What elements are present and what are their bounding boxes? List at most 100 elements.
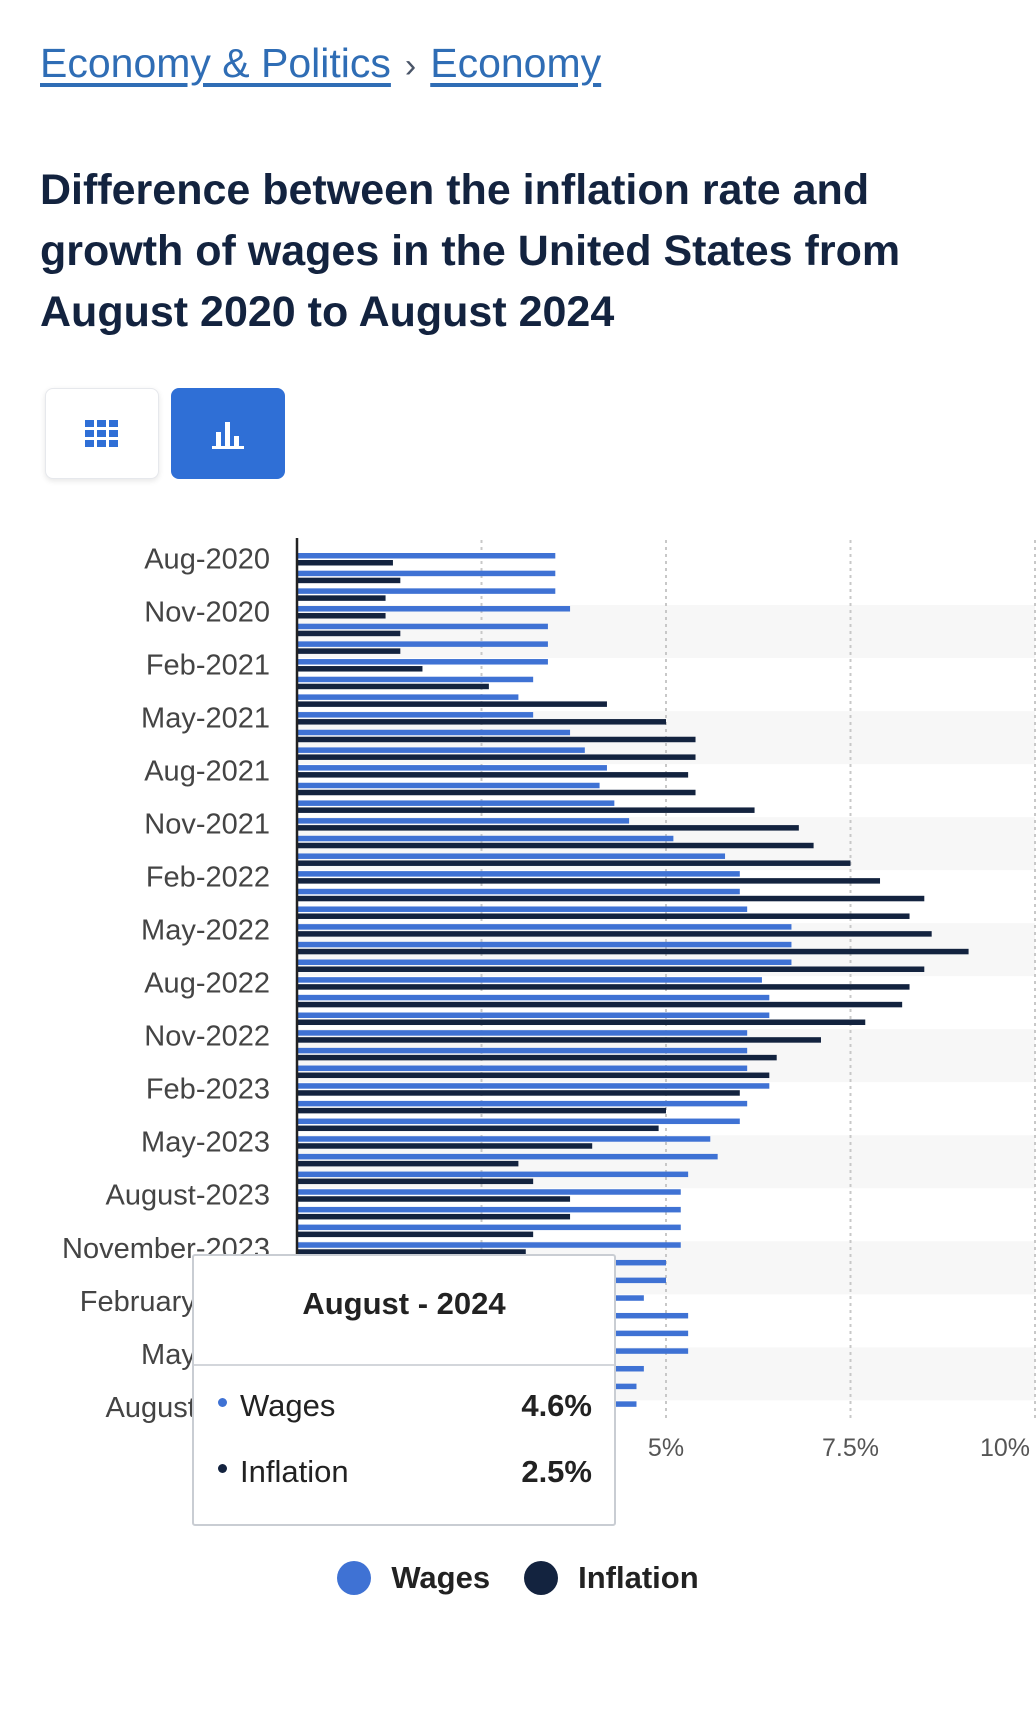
tooltip-row-wages: Wages 4.6% — [218, 1388, 592, 1428]
wages-bar — [297, 800, 615, 806]
legend-item-wages[interactable]: Wages — [337, 1560, 490, 1596]
wages-bar — [297, 1189, 681, 1195]
wages-bar — [297, 1118, 740, 1125]
legend-label: Wages — [391, 1560, 491, 1595]
inflation-bar — [297, 701, 607, 707]
wages-bar — [297, 1030, 748, 1036]
inflation-bar — [297, 807, 755, 813]
tooltip-row-inflation: Inflation 2.5% — [218, 1454, 592, 1494]
breadcrumb-link-economy-politics[interactable]: Economy & Politics — [40, 40, 391, 86]
wages-dot-icon — [218, 1398, 227, 1407]
inflation-bar — [297, 1125, 659, 1132]
wages-bar — [297, 782, 600, 789]
inflation-bar — [297, 1196, 571, 1202]
wages-bar — [297, 818, 630, 824]
wages-bar — [297, 959, 792, 965]
tooltip-series-name: Inflation — [240, 1454, 349, 1489]
inflation-bar — [297, 825, 799, 831]
inflation-bar — [297, 1249, 526, 1255]
wages-bar — [297, 712, 534, 718]
inflation-bar — [297, 1072, 770, 1079]
inflation-bar — [297, 719, 666, 725]
wages-bar — [297, 765, 607, 771]
wages-bar — [297, 924, 792, 930]
wages-bar — [297, 588, 556, 594]
y-tick-label: Feb-2021 — [146, 650, 270, 682]
inflation-bar — [297, 1107, 666, 1114]
inflation-bar — [297, 860, 851, 866]
tooltip-series-name: Wages — [240, 1388, 336, 1423]
bar-chart: Aug-2020 Nov-2020 Feb-2021 May-2021 Aug-2021… — [62, 538, 1036, 1462]
wages-bar — [297, 906, 748, 912]
inflation-bar — [297, 984, 910, 990]
inflation-bar — [297, 878, 881, 884]
x-tick-label: 10% — [980, 1434, 1030, 1462]
wages-bar — [297, 1065, 748, 1072]
wages-bar — [297, 1136, 711, 1142]
wages-bar — [297, 659, 548, 665]
wages-bar — [297, 941, 792, 948]
wages-bar — [297, 694, 519, 700]
legend-label: Inflation — [578, 1560, 699, 1595]
inflation-swatch-icon — [524, 1561, 559, 1595]
legend-item-inflation[interactable]: Inflation — [524, 1560, 699, 1596]
wages-bar — [297, 853, 726, 859]
y-tick-label: Nov-2022 — [144, 1021, 270, 1053]
y-tick-label: May-2021 — [141, 703, 270, 735]
table-view-button[interactable] — [45, 388, 159, 479]
inflation-bar — [297, 948, 969, 955]
x-tick-label: 7.5% — [822, 1434, 879, 1462]
y-tick-label: Aug-2022 — [144, 968, 270, 1000]
inflation-bar — [297, 630, 401, 637]
wages-bar — [297, 729, 571, 736]
wages-bar — [297, 676, 534, 683]
y-tick-label: May-2023 — [141, 1127, 270, 1159]
inflation-dot-icon — [218, 1464, 227, 1473]
y-tick-label: Aug-2021 — [144, 756, 270, 788]
inflation-bar — [297, 1019, 866, 1026]
inflation-bar — [297, 754, 696, 760]
wages-bar — [297, 570, 556, 577]
page-title: Difference between the inflation rate an… — [40, 166, 901, 336]
tooltip-series-value: 4.6% — [521, 1388, 592, 1423]
inflation-bar — [297, 1160, 519, 1167]
y-tick-label: Nov-2021 — [144, 809, 270, 841]
chart-tooltip: August - 2024 Wages 4.6% Inflation 2.5% — [192, 1254, 616, 1526]
inflation-bar — [297, 842, 814, 849]
wages-bar — [297, 747, 585, 753]
inflation-bar — [297, 913, 910, 919]
wages-bar — [297, 1047, 748, 1054]
y-tick-label: May-2022 — [141, 915, 270, 947]
inflation-bar — [297, 1054, 777, 1061]
wages-swatch-icon — [337, 1561, 372, 1595]
inflation-bar — [297, 1090, 740, 1096]
inflation-bar — [297, 789, 696, 796]
inflation-bar — [297, 772, 689, 778]
inflation-bar — [297, 666, 423, 672]
inflation-bar — [297, 1178, 534, 1185]
wages-bar — [297, 888, 740, 895]
inflation-bar — [297, 595, 386, 601]
y-tick-label: August-2023 — [106, 1180, 270, 1212]
chart-view-button[interactable] — [171, 388, 285, 479]
bar-chart-icon — [212, 421, 244, 449]
inflation-bar — [297, 1001, 903, 1008]
y-tick-label: Nov-2020 — [144, 597, 270, 629]
inflation-bar — [297, 1213, 571, 1220]
wages-bar — [297, 553, 556, 559]
breadcrumb-link-economy[interactable]: Economy — [430, 40, 602, 86]
wages-bar — [297, 1224, 681, 1231]
inflation-bar — [297, 736, 696, 743]
chevron-right-icon: › — [404, 47, 417, 85]
wages-bar — [297, 835, 674, 842]
inflation-bar — [297, 1143, 593, 1149]
tooltip-title: August - 2024 — [302, 1286, 506, 1321]
inflation-bar — [297, 577, 401, 584]
inflation-bar — [297, 1231, 534, 1238]
breadcrumb: Economy & Politics › Economy — [40, 40, 601, 87]
wages-bar — [297, 1153, 718, 1160]
inflation-bar — [297, 931, 932, 937]
wages-bar — [297, 1206, 681, 1213]
inflation-bar — [297, 648, 401, 654]
inflation-bar — [297, 1037, 821, 1043]
